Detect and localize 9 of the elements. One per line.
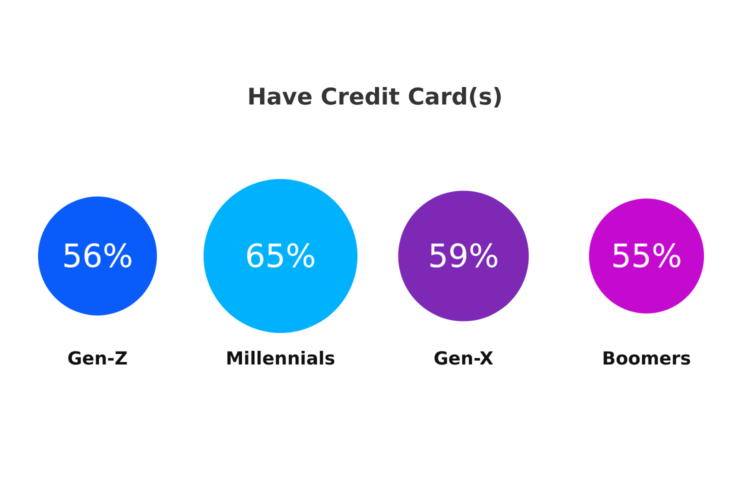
data-label: 56% xyxy=(62,237,134,275)
category-label: Boomers xyxy=(602,348,692,370)
text: Have Credit Card(s) xyxy=(247,84,503,110)
category-label: Gen-Z xyxy=(67,348,128,370)
data-label: 55% xyxy=(610,237,682,275)
category-label: Gen-X xyxy=(434,348,494,370)
data-label: 59% xyxy=(428,237,500,275)
data-label: 65% xyxy=(244,237,316,275)
category-label: Millennials xyxy=(226,348,336,370)
